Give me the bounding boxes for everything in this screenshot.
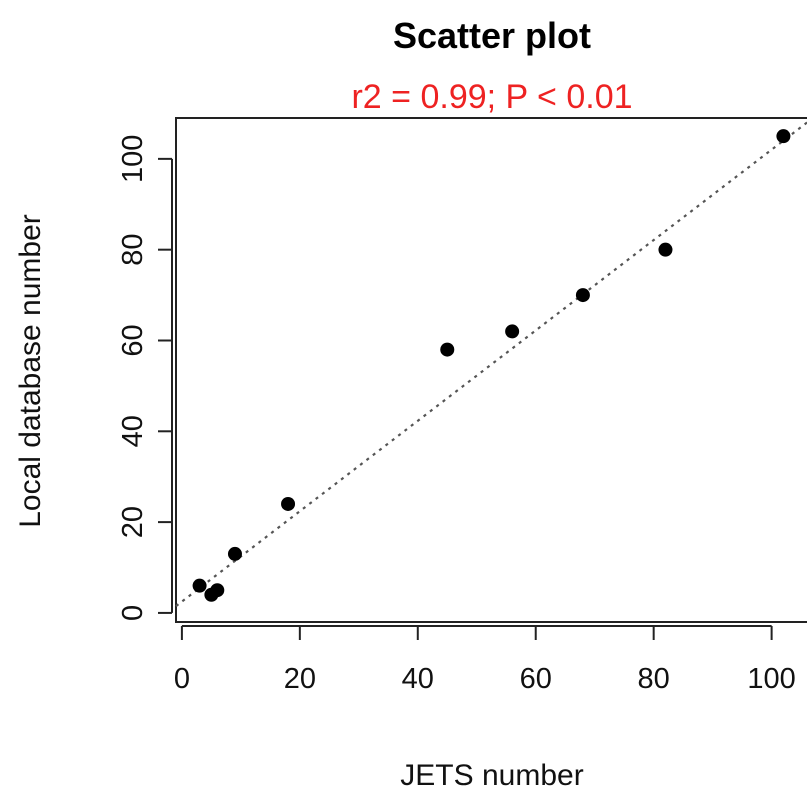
y-axis-label: Local database number bbox=[14, 214, 47, 528]
data-point bbox=[192, 578, 207, 593]
data-point bbox=[505, 324, 520, 339]
y-tick-label: 60 bbox=[117, 324, 149, 356]
x-tick-label: 100 bbox=[747, 663, 795, 695]
regression-line bbox=[175, 121, 807, 607]
x-tick-label: 20 bbox=[284, 663, 316, 695]
x-tick-label: 80 bbox=[638, 663, 670, 695]
x-tick-label: 60 bbox=[520, 663, 552, 695]
data-point bbox=[281, 496, 296, 511]
x-tick-label: 40 bbox=[402, 663, 434, 695]
chart-subtitle: r2 = 0.99; P < 0.01 bbox=[351, 78, 632, 116]
axes: 0 20 40 60 80 100 0 20 40 60 80 100 bbox=[117, 117, 807, 695]
data-point bbox=[440, 342, 455, 357]
y-tick-label: 0 bbox=[117, 605, 149, 621]
data-point bbox=[776, 129, 791, 144]
y-tick-label: 80 bbox=[117, 234, 149, 266]
data-point bbox=[227, 546, 242, 561]
data-point bbox=[210, 583, 225, 598]
data-point bbox=[575, 288, 590, 303]
data-point bbox=[658, 242, 673, 257]
x-axis-label: JETS number bbox=[400, 759, 583, 789]
y-tick-label: 100 bbox=[117, 135, 149, 183]
y-tick-label: 40 bbox=[117, 415, 149, 447]
x-tick-label: 0 bbox=[174, 663, 190, 695]
y-tick-label: 20 bbox=[117, 506, 149, 538]
fit-line-layer bbox=[175, 121, 807, 607]
points-layer bbox=[192, 129, 791, 602]
chart-title: Scatter plot bbox=[393, 15, 591, 56]
plot-frame bbox=[175, 117, 807, 623]
